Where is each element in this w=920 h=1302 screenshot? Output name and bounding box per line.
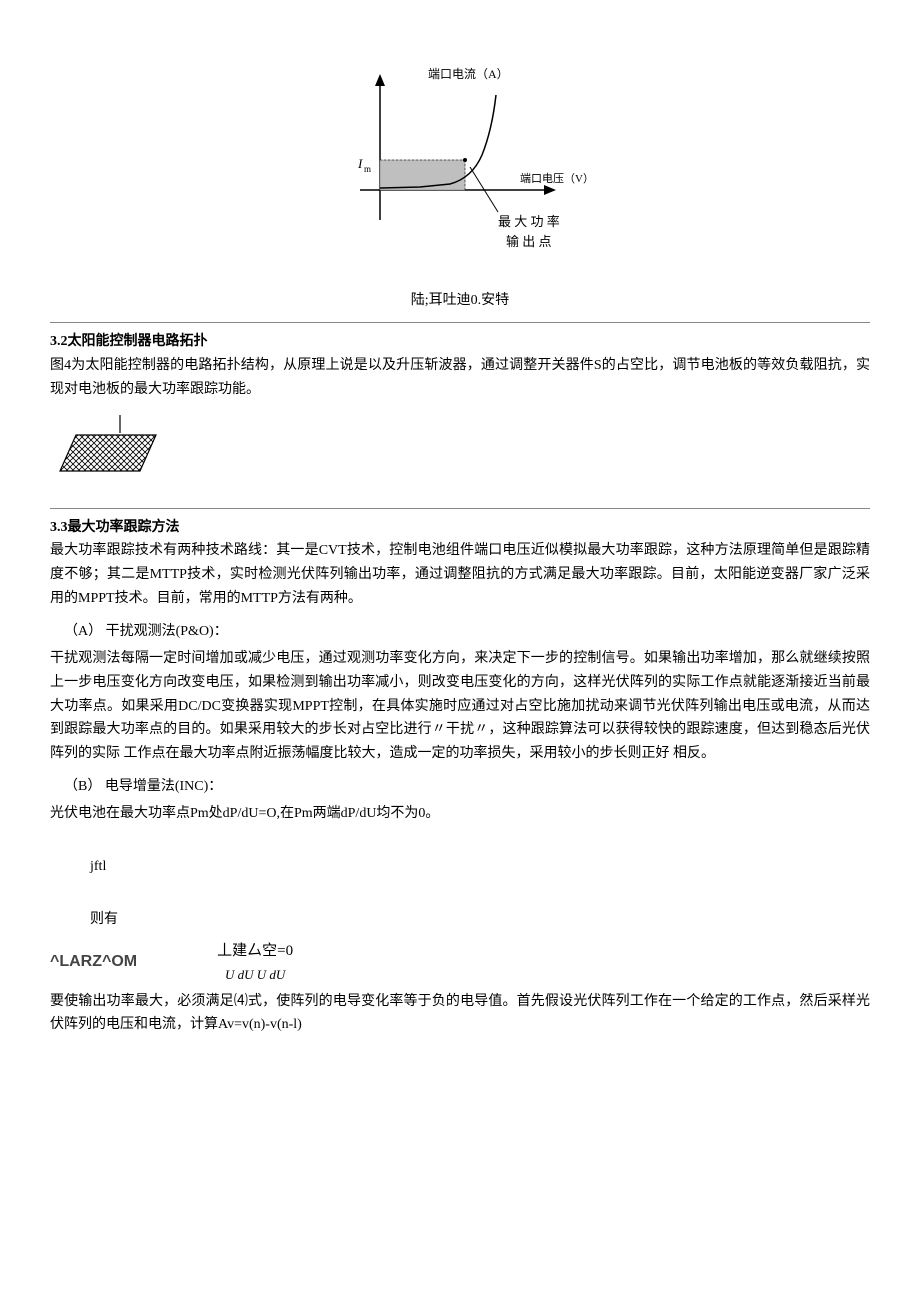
section-3-2-para: 图4为太阳能控制器的电路拓扑结构，从原理上说是以及升压斩波器，通过调整开关器件S… bbox=[50, 354, 870, 402]
eq-jftl: jftl bbox=[90, 856, 870, 878]
section-3-3-para1: 最大功率跟踪技术有两种技术路线：其一是CVT技术，控制电池组件端口电压近似模拟最… bbox=[50, 539, 870, 610]
section-divider-2 bbox=[50, 508, 870, 509]
figure1-caption: 陆;耳吐迪0.安特 bbox=[50, 290, 870, 312]
section-divider-1 bbox=[50, 322, 870, 323]
eq-lhs: ^LARZ^OM bbox=[50, 949, 137, 975]
final-para: 要使输出功率最大，必须满足⑷式，使阵列的电导变化率等于负的电导值。首先假设光伏阵… bbox=[50, 990, 870, 1038]
mpp-annotation-1: 最 大 功 率 bbox=[498, 214, 560, 229]
eq-rhs-top: 丄建厶空=0 bbox=[217, 943, 293, 959]
svg-text:I: I bbox=[357, 156, 363, 171]
svg-text:m: m bbox=[364, 164, 371, 174]
mpp-annotation-2: 输 出 点 bbox=[506, 234, 552, 249]
eq-rhs: 丄建厶空=0 U dU U dU bbox=[217, 939, 293, 986]
figure-iv-curve: 端口电流（A） 端口电压（V） I m 最 大 功 率 输 出 点 bbox=[50, 60, 870, 280]
method-a-label: （A） 干扰观测法(P&O)： bbox=[50, 621, 870, 643]
section-3-3-heading: 3.3最大功率跟踪方法 bbox=[50, 517, 870, 539]
eq-rhs-frac: U dU U dU bbox=[217, 965, 293, 986]
x-axis-label: 端口电压（V） bbox=[520, 172, 594, 185]
method-b-label: （B） 电导增量法(INC)： bbox=[50, 776, 870, 798]
method-b-text: 光伏电池在最大功率点Pm处dP/dU=O,在Pm两端dP/dU均不为0。 bbox=[50, 802, 870, 826]
section-3-2-heading: 3.2太阳能控制器电路拓扑 bbox=[50, 331, 870, 353]
iv-curve-svg: 端口电流（A） 端口电压（V） I m 最 大 功 率 输 出 点 bbox=[320, 60, 600, 280]
figure-parallelogram bbox=[58, 413, 870, 491]
eq-then-have: 则有 bbox=[90, 909, 870, 931]
parallelogram-svg bbox=[58, 413, 168, 483]
method-a-text: 干扰观测法每隔一定时间增加或减少电压，通过观测功率变化方向，来决定下一步的控制信… bbox=[50, 647, 870, 766]
y-axis-label: 端口电流（A） bbox=[428, 67, 509, 81]
